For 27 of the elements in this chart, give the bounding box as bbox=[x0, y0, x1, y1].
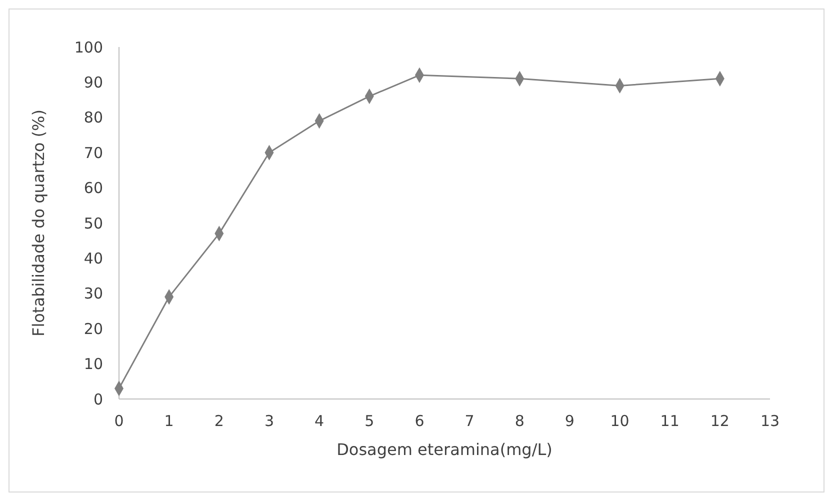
x-tick-label: 2 bbox=[214, 412, 224, 430]
x-tick-label: 6 bbox=[414, 412, 424, 430]
y-tick-label: 0 bbox=[93, 390, 103, 408]
x-tick-label: 8 bbox=[514, 412, 524, 430]
y-tick-label: 80 bbox=[84, 108, 103, 127]
x-tick-label: 0 bbox=[114, 412, 124, 430]
y-tick-label: 70 bbox=[84, 144, 103, 162]
x-tick-label: 7 bbox=[464, 412, 474, 430]
x-tick-label: 10 bbox=[610, 412, 630, 430]
x-tick-label: 12 bbox=[710, 412, 730, 430]
y-tick-label: 10 bbox=[84, 355, 103, 374]
y-tick-label: 40 bbox=[84, 249, 103, 268]
y-tick-label: 100 bbox=[74, 38, 103, 56]
y-tick-label: 60 bbox=[84, 179, 103, 198]
x-tick-label: 11 bbox=[660, 412, 680, 430]
x-tick-label: 13 bbox=[760, 412, 780, 430]
x-tick-label: 1 bbox=[164, 412, 174, 430]
x-axis-title: Dosagem eteramina(mg/L) bbox=[336, 440, 552, 459]
x-tick-label: 4 bbox=[314, 412, 324, 430]
x-tick-label: 9 bbox=[564, 412, 574, 430]
y-tick-label: 20 bbox=[84, 320, 103, 338]
x-tick-label: 3 bbox=[264, 412, 274, 430]
y-tick-label: 50 bbox=[84, 214, 103, 232]
x-tick-label: 5 bbox=[364, 412, 374, 430]
y-tick-label: 30 bbox=[84, 284, 103, 303]
y-tick-label: 90 bbox=[84, 73, 103, 92]
y-axis-title: Flotabilidade do quartzo (%) bbox=[29, 110, 48, 336]
